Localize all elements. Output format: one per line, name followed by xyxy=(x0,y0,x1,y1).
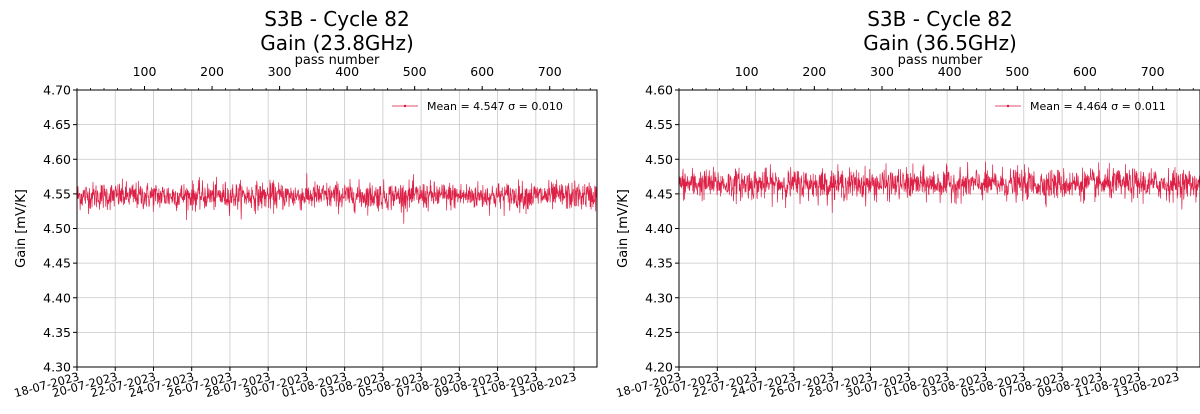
x2-tick-label: 600 xyxy=(1073,64,1097,79)
y-tick-label: 4.40 xyxy=(43,290,71,305)
series-trace-1 xyxy=(76,173,598,224)
plot-frame xyxy=(76,89,598,368)
y-axis-label: Gain [mV/K] xyxy=(14,189,29,268)
x2-tick-label: 400 xyxy=(938,64,962,79)
x2-tick-label: 500 xyxy=(1005,64,1029,79)
x2-tick-label: 200 xyxy=(200,64,224,79)
chart-title: S3B - Cycle 82 xyxy=(264,7,410,31)
y-tick-label: 4.30 xyxy=(43,360,71,375)
y-tick-label: 4.45 xyxy=(645,186,673,201)
x2-tick-label: 300 xyxy=(870,64,894,79)
x2-tick-label: 300 xyxy=(268,64,292,79)
x2-tick-label: 500 xyxy=(403,64,427,79)
y-tick-label: 4.50 xyxy=(645,152,673,167)
legend-marker xyxy=(1006,104,1010,108)
chart-subtitle: Gain (36.5GHz) xyxy=(863,31,1017,55)
y-axis-label: Gain [mV/K] xyxy=(616,189,631,268)
legend-label: Mean = 4.547 σ = 0.010 xyxy=(427,100,563,113)
x2-tick-label: 600 xyxy=(470,64,494,79)
y-tick-label: 4.35 xyxy=(43,325,71,340)
x2-tick-label: 700 xyxy=(1141,64,1165,79)
y-tick-label: 4.70 xyxy=(43,83,71,98)
y-tick-label: 4.45 xyxy=(43,256,71,271)
y-tick-label: 4.50 xyxy=(43,221,71,236)
x2-tick-label: 700 xyxy=(538,64,562,79)
y-tick-label: 4.55 xyxy=(43,186,71,201)
top-axis-label: pass number xyxy=(898,53,983,68)
y-tick-label: 4.60 xyxy=(43,152,71,167)
y-tick-label: 4.20 xyxy=(645,360,673,375)
x2-tick-label: 100 xyxy=(735,64,759,79)
y-tick-label: 4.30 xyxy=(645,290,673,305)
plot-frame xyxy=(678,89,1200,368)
x2-tick-label: 400 xyxy=(335,64,359,79)
y-tick-label: 4.40 xyxy=(645,221,673,236)
chart-subtitle: Gain (23.8GHz) xyxy=(260,31,414,55)
y-tick-label: 4.60 xyxy=(645,83,673,98)
legend-label: Mean = 4.464 σ = 0.011 xyxy=(1030,100,1166,113)
chart-title: S3B - Cycle 82 xyxy=(867,7,1013,31)
x2-tick-label: 100 xyxy=(133,64,157,79)
top-axis-label: pass number xyxy=(295,53,380,68)
y-tick-label: 4.55 xyxy=(645,117,673,132)
legend-marker xyxy=(403,104,407,108)
y-tick-label: 4.25 xyxy=(645,325,673,340)
series-trace-1 xyxy=(678,161,1200,213)
y-tick-label: 4.65 xyxy=(43,117,71,132)
y-tick-label: 4.35 xyxy=(645,256,673,271)
x2-tick-label: 200 xyxy=(802,64,826,79)
